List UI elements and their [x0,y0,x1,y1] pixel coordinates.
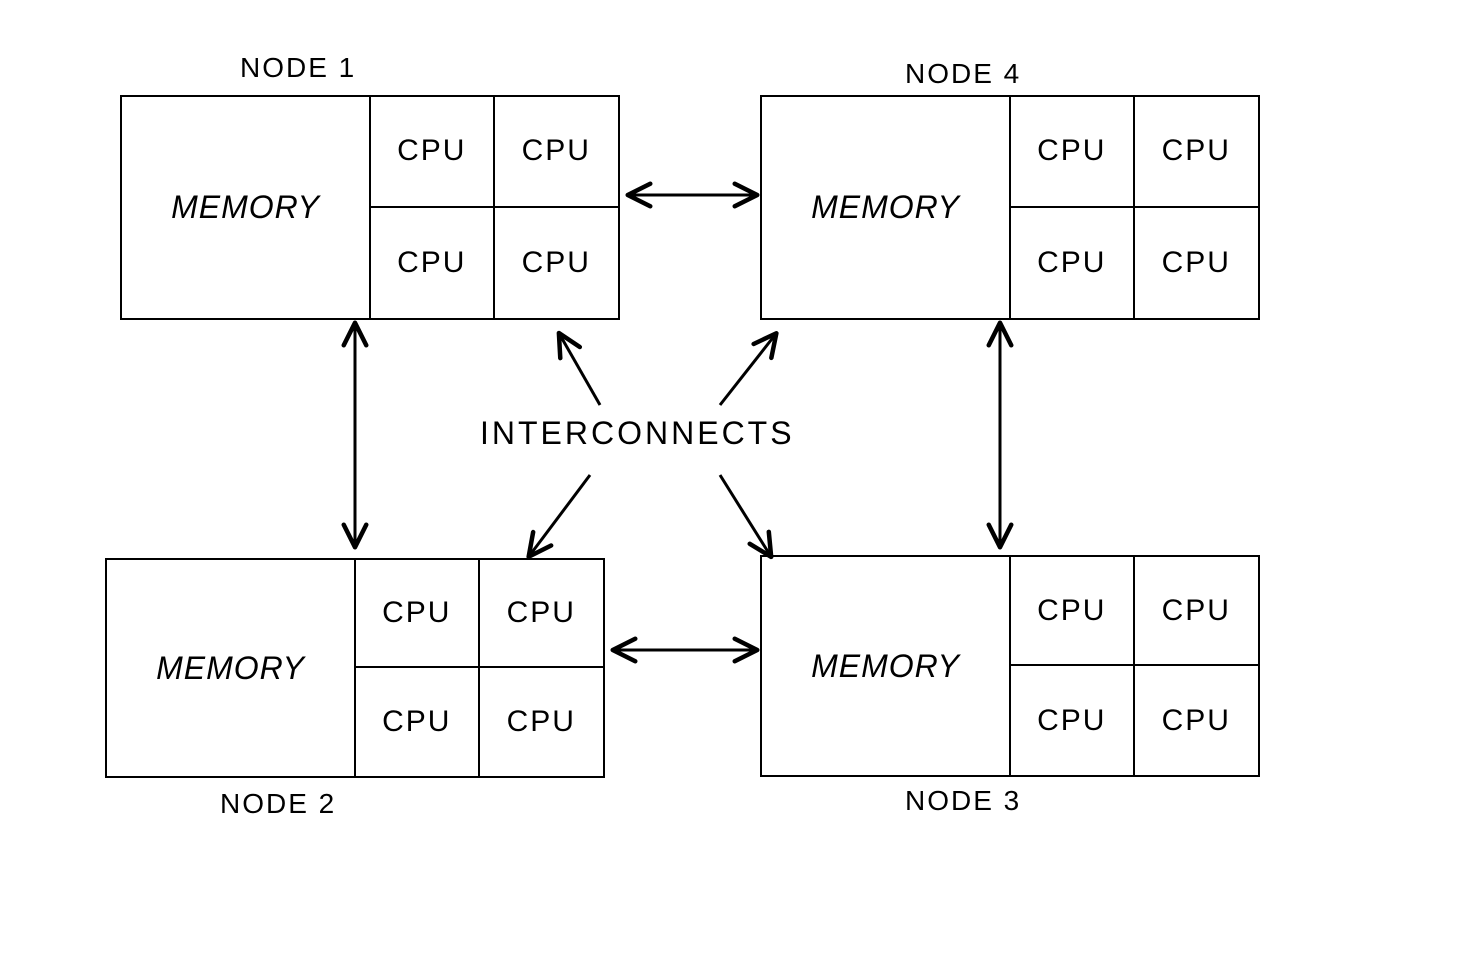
node2-cpu-3: CPU [480,668,604,776]
node4-cpu-3: CPU [1135,208,1259,319]
edge-center-node1 [560,335,600,405]
node4-box: MEMORY CPU CPU CPU CPU [760,95,1260,320]
node3-cpu-0: CPU [1011,557,1135,666]
node2-cpu-2: CPU [356,668,480,776]
interconnects-label: INTERCONNECTS [480,415,795,452]
node4-inner: MEMORY CPU CPU CPU CPU [762,97,1258,318]
node3-cpu-3: CPU [1135,666,1259,775]
node1-cpu-2: CPU [371,208,495,319]
node4-cpu-grid: CPU CPU CPU CPU [1011,97,1258,318]
node1-box: MEMORY CPU CPU CPU CPU [120,95,620,320]
node3-cpu-1: CPU [1135,557,1259,666]
node1-title: NODE 1 [240,52,356,84]
edge-center-node2 [530,475,590,555]
node4-cpu-1: CPU [1135,97,1259,208]
node1-inner: MEMORY CPU CPU CPU CPU [122,97,618,318]
node3-box: MEMORY CPU CPU CPU CPU [760,555,1260,777]
node2-inner: MEMORY CPU CPU CPU CPU [107,560,603,776]
node3-inner: MEMORY CPU CPU CPU CPU [762,557,1258,775]
node1-memory: MEMORY [122,97,371,318]
node4-cpu-2: CPU [1011,208,1135,319]
node2-cpu-1: CPU [480,560,604,668]
node4-cpu-0: CPU [1011,97,1135,208]
node2-cpu-0: CPU [356,560,480,668]
edge-center-node3 [720,475,770,555]
node3-cpu-2: CPU [1011,666,1135,775]
node2-title: NODE 2 [220,788,336,820]
node2-memory: MEMORY [107,560,356,776]
node2-cpu-grid: CPU CPU CPU CPU [356,560,603,776]
node4-memory: MEMORY [762,97,1011,318]
node3-cpu-grid: CPU CPU CPU CPU [1011,557,1258,775]
node1-cpu-3: CPU [495,208,619,319]
node1-cpu-grid: CPU CPU CPU CPU [371,97,618,318]
node3-title: NODE 3 [905,785,1021,817]
node4-title: NODE 4 [905,58,1021,90]
node3-memory: MEMORY [762,557,1011,775]
node1-cpu-0: CPU [371,97,495,208]
node2-box: MEMORY CPU CPU CPU CPU [105,558,605,778]
node1-cpu-1: CPU [495,97,619,208]
edge-center-node4 [720,335,775,405]
